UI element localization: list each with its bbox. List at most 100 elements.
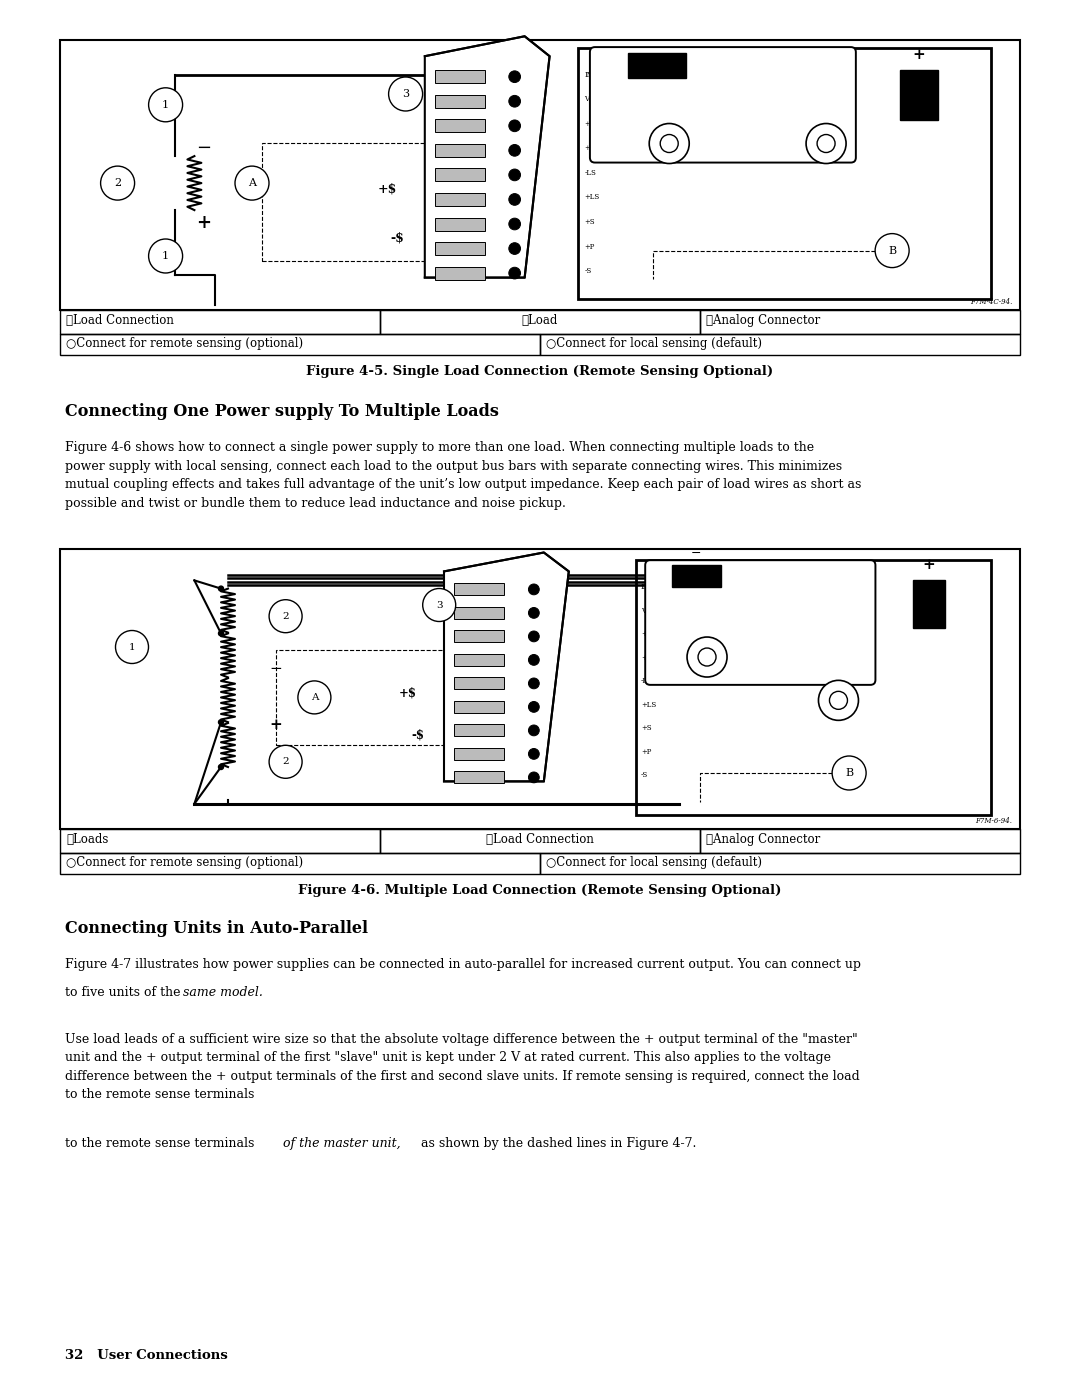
- Text: +P: +P: [642, 654, 651, 662]
- Circle shape: [218, 764, 224, 770]
- Text: 1: 1: [129, 643, 135, 651]
- Text: +: +: [270, 718, 282, 732]
- Text: VP: VP: [642, 606, 650, 615]
- Text: +LS: +LS: [584, 193, 599, 201]
- Text: +P: +P: [584, 144, 595, 152]
- Bar: [901, 70, 937, 120]
- Text: 1: 1: [162, 251, 170, 261]
- Text: -LS: -LS: [584, 169, 596, 177]
- Bar: [60, 852, 540, 875]
- Circle shape: [819, 680, 859, 721]
- Text: -LS: -LS: [642, 678, 653, 686]
- Text: ④Analog Connector: ④Analog Connector: [706, 833, 820, 847]
- Text: +P: +P: [642, 630, 651, 638]
- Text: -LS: -LS: [729, 645, 741, 652]
- Circle shape: [269, 599, 302, 633]
- Circle shape: [528, 678, 539, 689]
- Text: +: +: [195, 214, 211, 232]
- Bar: [435, 70, 485, 84]
- Bar: [60, 549, 1020, 828]
- Text: Connecting One Power supply To Multiple Loads: Connecting One Power supply To Multiple …: [65, 402, 499, 420]
- Bar: [60, 310, 380, 334]
- Bar: [435, 193, 485, 205]
- Text: B: B: [845, 768, 853, 778]
- Bar: [540, 852, 1020, 875]
- Text: ○Connect for remote sensing (optional): ○Connect for remote sensing (optional): [66, 337, 303, 349]
- Bar: [579, 47, 991, 299]
- Bar: [454, 771, 504, 784]
- FancyBboxPatch shape: [590, 47, 855, 162]
- Text: −: −: [195, 140, 211, 156]
- Text: Figure 4-6 shows how to connect a single power supply to more than one load. Whe: Figure 4-6 shows how to connect a single…: [65, 441, 862, 510]
- Text: +P: +P: [584, 120, 595, 127]
- Circle shape: [818, 134, 835, 152]
- Circle shape: [509, 95, 521, 108]
- Circle shape: [509, 169, 521, 180]
- Text: IM: IM: [642, 584, 651, 591]
- Circle shape: [509, 120, 521, 131]
- Text: 32   User Connections: 32 User Connections: [65, 1350, 228, 1362]
- Bar: [454, 701, 504, 712]
- Bar: [540, 334, 1020, 355]
- Bar: [60, 334, 540, 355]
- Text: ○Connect for local sensing (default): ○Connect for local sensing (default): [546, 337, 762, 349]
- Circle shape: [100, 166, 135, 200]
- Text: -$: -$: [390, 232, 404, 244]
- Bar: [276, 650, 444, 745]
- Text: Figure 4-5. Single Load Connection (Remote Sensing Optional): Figure 4-5. Single Load Connection (Remo…: [307, 365, 773, 379]
- Text: F7M-6-94.: F7M-6-94.: [975, 817, 1012, 826]
- Bar: [380, 310, 700, 334]
- Bar: [435, 267, 485, 279]
- Bar: [380, 828, 700, 852]
- Text: 3: 3: [436, 601, 443, 609]
- Circle shape: [528, 773, 539, 782]
- Text: 2: 2: [114, 177, 121, 189]
- Text: −: −: [691, 548, 702, 560]
- Text: −: −: [270, 662, 282, 676]
- Circle shape: [218, 587, 224, 591]
- FancyBboxPatch shape: [645, 560, 876, 685]
- Text: ○Connect for local sensing (default): ○Connect for local sensing (default): [546, 855, 762, 869]
- Polygon shape: [424, 36, 550, 278]
- Circle shape: [235, 166, 269, 200]
- Bar: [636, 560, 991, 814]
- Text: +: +: [922, 559, 935, 573]
- Text: Figure 4-6. Multiple Load Connection (Remote Sensing Optional): Figure 4-6. Multiple Load Connection (Re…: [298, 884, 782, 897]
- Text: Connecting Units in Auto-Parallel: Connecting Units in Auto-Parallel: [65, 921, 368, 937]
- Circle shape: [218, 719, 224, 725]
- Bar: [913, 580, 945, 629]
- Bar: [627, 53, 686, 78]
- Text: A: A: [311, 693, 319, 701]
- Circle shape: [149, 88, 183, 122]
- Text: ④Analog Connector: ④Analog Connector: [706, 314, 820, 327]
- Text: +LS: +LS: [642, 701, 657, 708]
- Circle shape: [528, 584, 539, 595]
- Text: +$: +$: [377, 183, 396, 196]
- Circle shape: [528, 725, 539, 736]
- Circle shape: [422, 588, 456, 622]
- Text: -S: -S: [584, 267, 592, 275]
- Circle shape: [528, 608, 539, 619]
- Bar: [435, 242, 485, 256]
- Text: same model.: same model.: [183, 986, 262, 999]
- Circle shape: [509, 243, 521, 254]
- Circle shape: [528, 701, 539, 712]
- Text: +P: +P: [584, 243, 595, 250]
- Text: ②Load Connection: ②Load Connection: [486, 833, 594, 847]
- Bar: [261, 142, 449, 261]
- Bar: [454, 678, 504, 689]
- Circle shape: [509, 194, 521, 205]
- Text: 2: 2: [282, 612, 289, 620]
- Bar: [435, 95, 485, 108]
- Circle shape: [528, 631, 539, 641]
- Circle shape: [116, 630, 148, 664]
- Bar: [700, 310, 1020, 334]
- Text: Figure 4-7 illustrates how power supplies can be connected in auto-parallel for : Figure 4-7 illustrates how power supplie…: [65, 958, 861, 971]
- Text: 1: 1: [162, 99, 170, 110]
- Circle shape: [698, 648, 716, 666]
- Bar: [672, 566, 721, 587]
- Text: of the master unit,: of the master unit,: [283, 1137, 401, 1150]
- Circle shape: [298, 680, 330, 714]
- Text: ①Load Connection: ①Load Connection: [66, 314, 174, 327]
- Text: ①Loads: ①Loads: [66, 833, 108, 847]
